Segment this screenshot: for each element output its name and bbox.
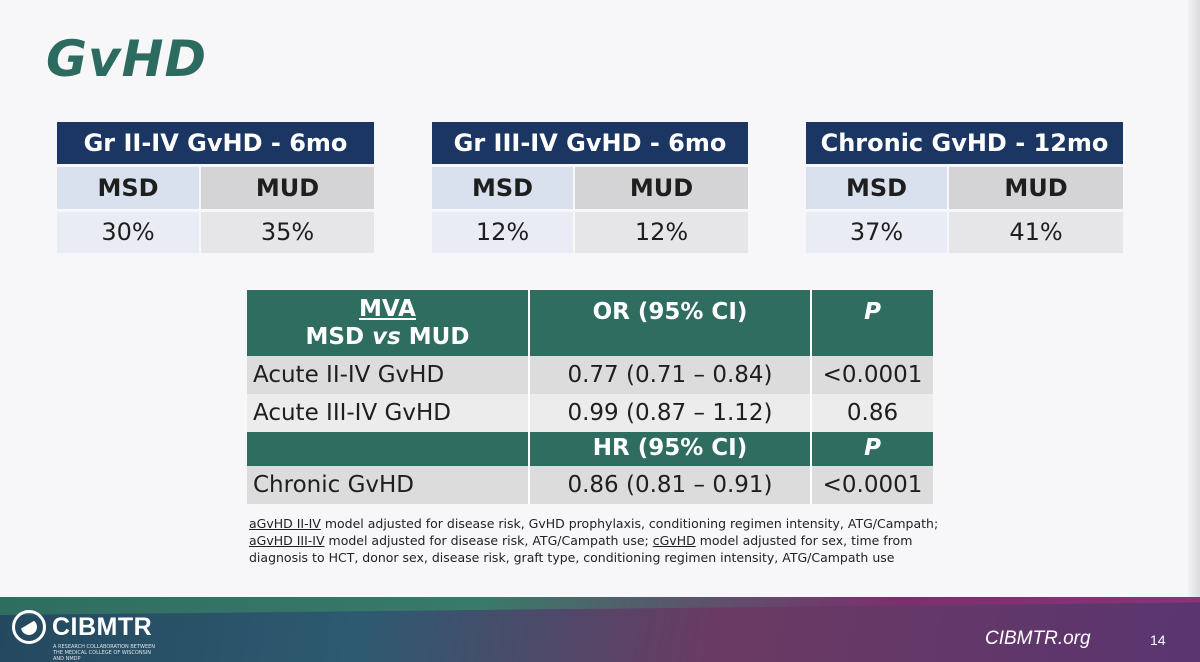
mva-comparison: MSD vs MUD bbox=[305, 324, 470, 350]
hr-header-row: HR (95% CI) P bbox=[247, 432, 933, 466]
row-label: Chronic GvHD bbox=[247, 466, 530, 504]
row-label: Acute III-IV GvHD bbox=[247, 394, 530, 432]
p-column-header: P bbox=[812, 290, 933, 356]
row-label: Acute II-IV GvHD bbox=[247, 356, 530, 394]
mud-value: 35% bbox=[201, 212, 374, 253]
p-value-cell: <0.0001 bbox=[812, 466, 933, 504]
msd-value: 12% bbox=[432, 212, 573, 253]
table-row: Acute III-IV GvHD 0.99 (0.87 – 1.12) 0.8… bbox=[247, 394, 933, 432]
outcome-table-gr3-4: Gr III-IV GvHD - 6mo MSD MUD 12% 12% bbox=[432, 122, 748, 253]
msd-value: 37% bbox=[806, 212, 947, 253]
cibmtr-logo: CIBMTR bbox=[12, 610, 152, 644]
mva-header-cell: MVA MSD vs MUD bbox=[247, 290, 530, 356]
p-value-cell: 0.86 bbox=[812, 394, 933, 432]
table-row: Acute II-IV GvHD 0.77 (0.71 – 0.84) <0.0… bbox=[247, 356, 933, 394]
mud-column-label: MUD bbox=[949, 167, 1123, 209]
p-column-header: P bbox=[812, 432, 933, 466]
outcome-table-chronic: Chronic GvHD - 12mo MSD MUD 37% 41% bbox=[806, 122, 1123, 253]
mud-value: 41% bbox=[949, 212, 1123, 253]
estimate-cell: 0.99 (0.87 – 1.12) bbox=[530, 394, 812, 432]
slide-edge bbox=[1188, 0, 1200, 597]
estimate-cell: 0.77 (0.71 – 0.84) bbox=[530, 356, 812, 394]
p-value-cell: <0.0001 bbox=[812, 356, 933, 394]
slide-title: GvHD bbox=[46, 30, 207, 88]
logo-subtitle: A RESEARCH COLLABORATION BETWEEN THE MED… bbox=[53, 644, 156, 662]
page-number: 14 bbox=[1150, 632, 1166, 648]
table-row: Chronic GvHD 0.86 (0.81 – 0.91) <0.0001 bbox=[247, 466, 933, 504]
outcome-table-header: Chronic GvHD - 12mo bbox=[806, 122, 1123, 164]
outcome-table-header: Gr II-IV GvHD - 6mo bbox=[57, 122, 374, 164]
cibmtr-logo-icon bbox=[12, 610, 46, 644]
site-url: CIBMTR.org bbox=[985, 628, 1091, 649]
outcome-table-header: Gr III-IV GvHD - 6mo bbox=[432, 122, 748, 164]
mva-table: MVA MSD vs MUD OR (95% CI) P Acute II-IV… bbox=[247, 290, 933, 504]
outcome-table-gr2-4: Gr II-IV GvHD - 6mo MSD MUD 30% 35% bbox=[57, 122, 374, 253]
msd-column-label: MSD bbox=[806, 167, 947, 209]
logo-text: CIBMTR bbox=[52, 612, 153, 641]
mud-column-label: MUD bbox=[201, 167, 374, 209]
hr-header-blank bbox=[247, 432, 530, 466]
estimate-cell: 0.86 (0.81 – 0.91) bbox=[530, 466, 812, 504]
msd-column-label: MSD bbox=[432, 167, 573, 209]
or-column-header: OR (95% CI) bbox=[530, 290, 812, 356]
hr-column-header: HR (95% CI) bbox=[530, 432, 812, 466]
footnote: aGvHD II-IV model adjusted for disease r… bbox=[249, 516, 939, 565]
mud-value: 12% bbox=[575, 212, 748, 253]
msd-column-label: MSD bbox=[57, 167, 199, 209]
msd-value: 30% bbox=[57, 212, 199, 253]
mud-column-label: MUD bbox=[575, 167, 748, 209]
mva-title: MVA bbox=[359, 296, 416, 322]
